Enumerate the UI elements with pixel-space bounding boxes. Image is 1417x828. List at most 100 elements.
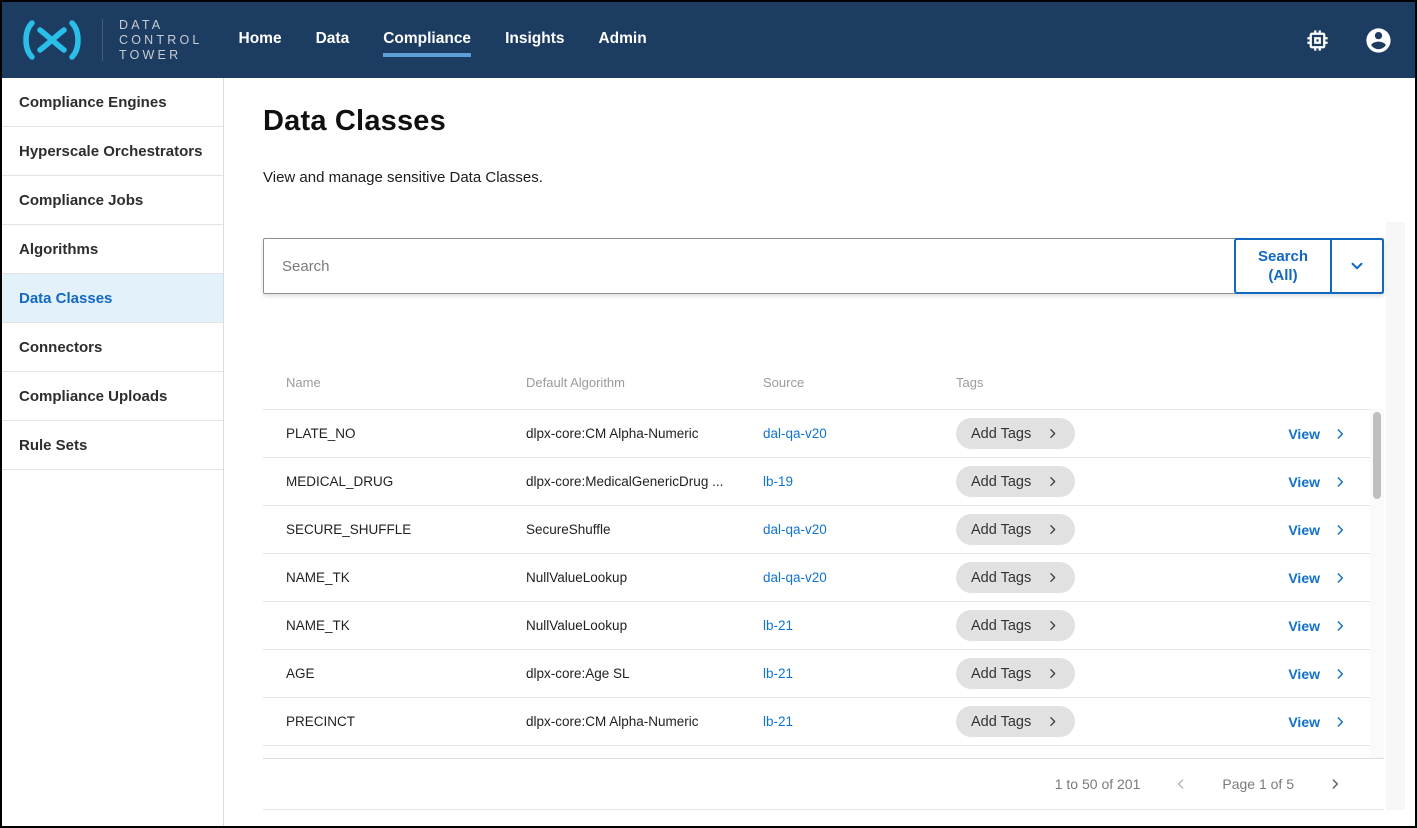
chevron-right-icon	[1050, 429, 1056, 438]
nav-item-admin[interactable]: Admin	[598, 29, 647, 47]
page-title: Data Classes	[263, 105, 446, 137]
account-icon[interactable]	[1364, 26, 1393, 55]
row-name: MEDICAL_DRUG	[286, 474, 394, 489]
dct-logo-icon	[23, 20, 81, 60]
add-tags-button[interactable]: Add Tags	[956, 658, 1076, 689]
brand-line-2: CONTROL	[119, 32, 203, 47]
row-default-algorithm: dlpx-core:CM Alpha-Numeric	[526, 426, 699, 441]
table-row: NAME_TK NullValueLookup dal-qa-v20 Add T…	[263, 553, 1370, 601]
add-tags-button[interactable]: Add Tags	[956, 514, 1076, 545]
next-page-button[interactable]	[1326, 775, 1344, 793]
nav-item-data[interactable]: Data	[315, 29, 350, 47]
column-header-source: Source	[763, 375, 805, 390]
row-source-link[interactable]: lb-21	[763, 666, 794, 681]
add-tags-button[interactable]: Add Tags	[956, 418, 1076, 449]
row-source-link[interactable]: dal-qa-v20	[763, 522, 827, 537]
add-tags-label: Add Tags	[971, 569, 1032, 586]
data-classes-table: Name Default Algorithm Source Tags PLATE…	[263, 356, 1384, 810]
row-default-algorithm: NullValueLookup	[526, 618, 628, 633]
row-source-link[interactable]: lb-19	[763, 474, 794, 489]
add-tags-label: Add Tags	[971, 473, 1032, 490]
sidebar-item-connectors[interactable]: Connectors	[2, 323, 223, 372]
chip-icon[interactable]	[1304, 27, 1331, 54]
table-row: PLATE_NO dlpx-core:CM Alpha-Numeric dal-…	[263, 409, 1370, 457]
view-link[interactable]: View	[1288, 665, 1320, 682]
previous-page-button[interactable]	[1172, 775, 1190, 793]
brand-line-1: DATA	[119, 17, 164, 32]
chevron-right-icon	[1337, 668, 1344, 679]
compliance-sidebar: Compliance Engines Hyperscale Orchestrat…	[2, 78, 224, 826]
row-name: NAME_TK	[286, 570, 350, 585]
brand-line-3: TOWER	[119, 47, 182, 62]
pagination-range: 1 to 50 of 201	[1054, 776, 1141, 792]
chevron-right-icon	[1337, 572, 1344, 583]
main-nav: Home Data Compliance Insights Admin	[239, 2, 647, 78]
chevron-left-icon	[1178, 779, 1184, 789]
table-row: SECURE_SHUFFLE SecureShuffle dal-qa-v20 …	[263, 505, 1370, 553]
add-tags-button[interactable]: Add Tags	[956, 706, 1076, 737]
view-link[interactable]: View	[1288, 713, 1320, 730]
add-tags-label: Add Tags	[971, 521, 1032, 538]
sidebar-item-compliance-jobs[interactable]: Compliance Jobs	[2, 176, 223, 225]
page-subtitle: View and manage sensitive Data Classes.	[263, 169, 543, 186]
add-tags-button[interactable]: Add Tags	[956, 562, 1076, 593]
sidebar-item-compliance-engines[interactable]: Compliance Engines	[2, 78, 223, 127]
chevron-right-icon	[1337, 524, 1344, 535]
table-row: NAME_TK NullValueLookup lb-21 Add Tags V…	[263, 601, 1370, 649]
table-scrollbar[interactable]	[1370, 409, 1384, 758]
table-body: PLATE_NO dlpx-core:CM Alpha-Numeric dal-…	[263, 409, 1370, 745]
content-scrollbar[interactable]	[1386, 222, 1405, 810]
view-link[interactable]: View	[1288, 473, 1320, 490]
search-button-line2: (All)	[1268, 267, 1298, 284]
row-name: AGE	[286, 666, 315, 681]
sidebar-item-hyperscale-orchestrators[interactable]: Hyperscale Orchestrators	[2, 127, 223, 176]
add-tags-button[interactable]: Add Tags	[956, 610, 1076, 641]
chevron-right-icon	[1050, 669, 1056, 678]
chevron-right-icon	[1337, 620, 1344, 631]
row-default-algorithm: SecureShuffle	[526, 522, 611, 537]
nav-item-compliance[interactable]: Compliance	[383, 24, 472, 57]
row-source-link[interactable]: lb-21	[763, 618, 794, 633]
row-name: PRECINCT	[286, 714, 356, 729]
view-link[interactable]: View	[1288, 617, 1320, 634]
nav-item-insights[interactable]: Insights	[505, 29, 565, 47]
sidebar-item-algorithms[interactable]: Algorithms	[2, 225, 223, 274]
table-scrollbar-thumb[interactable]	[1373, 412, 1381, 499]
search-button-line1: Search	[1257, 247, 1309, 265]
table-pagination: 1 to 50 of 201 Page 1 of 5	[263, 758, 1384, 810]
chevron-right-icon	[1332, 779, 1339, 789]
table-row: MEDICAL_DRUG dlpx-core:MedicalGenericDru…	[263, 457, 1370, 505]
view-link[interactable]: View	[1288, 521, 1320, 538]
search-options-dropdown-button[interactable]	[1331, 238, 1384, 294]
table-row: PRECINCT dlpx-core:CM Alpha-Numeric lb-2…	[263, 697, 1370, 745]
add-tags-label: Add Tags	[971, 665, 1032, 682]
add-tags-button[interactable]: Add Tags	[956, 466, 1076, 497]
view-link[interactable]: View	[1288, 425, 1320, 442]
sidebar-item-rule-sets[interactable]: Rule Sets	[2, 421, 223, 470]
chevron-right-icon	[1050, 717, 1056, 726]
column-header-default-algorithm: Default Algorithm	[526, 375, 625, 390]
sidebar-item-compliance-uploads[interactable]: Compliance Uploads	[2, 372, 223, 421]
view-link[interactable]: View	[1288, 569, 1320, 586]
chevron-down-icon	[1351, 262, 1363, 270]
sidebar-item-data-classes[interactable]: Data Classes	[2, 274, 223, 323]
row-name: PLATE_NO	[286, 426, 356, 441]
top-navbar: DATA CONTROL TOWER Home Data Compliance …	[2, 2, 1415, 78]
table-header: Name Default Algorithm Source Tags	[263, 356, 1370, 409]
chevron-right-icon	[1337, 428, 1344, 439]
row-default-algorithm: dlpx-core:MedicalGenericDrug ...	[526, 474, 724, 489]
table-row-partial: Add Tags	[263, 745, 1370, 758]
pagination-page-label: Page 1 of 5	[1222, 776, 1294, 792]
row-source-link[interactable]: dal-qa-v20	[763, 570, 827, 585]
row-default-algorithm: dlpx-core:Age SL	[526, 666, 630, 681]
search-bar: Search (All)	[263, 238, 1384, 294]
nav-item-home[interactable]: Home	[238, 29, 282, 47]
add-tags-label: Add Tags	[971, 617, 1032, 634]
row-source-link[interactable]: dal-qa-v20	[763, 426, 827, 441]
brand-divider	[102, 19, 103, 61]
search-all-button[interactable]: Search (All)	[1234, 238, 1331, 294]
search-input[interactable]	[264, 239, 1383, 293]
row-source-link[interactable]: lb-21	[763, 714, 794, 729]
column-header-tags: Tags	[956, 375, 984, 390]
